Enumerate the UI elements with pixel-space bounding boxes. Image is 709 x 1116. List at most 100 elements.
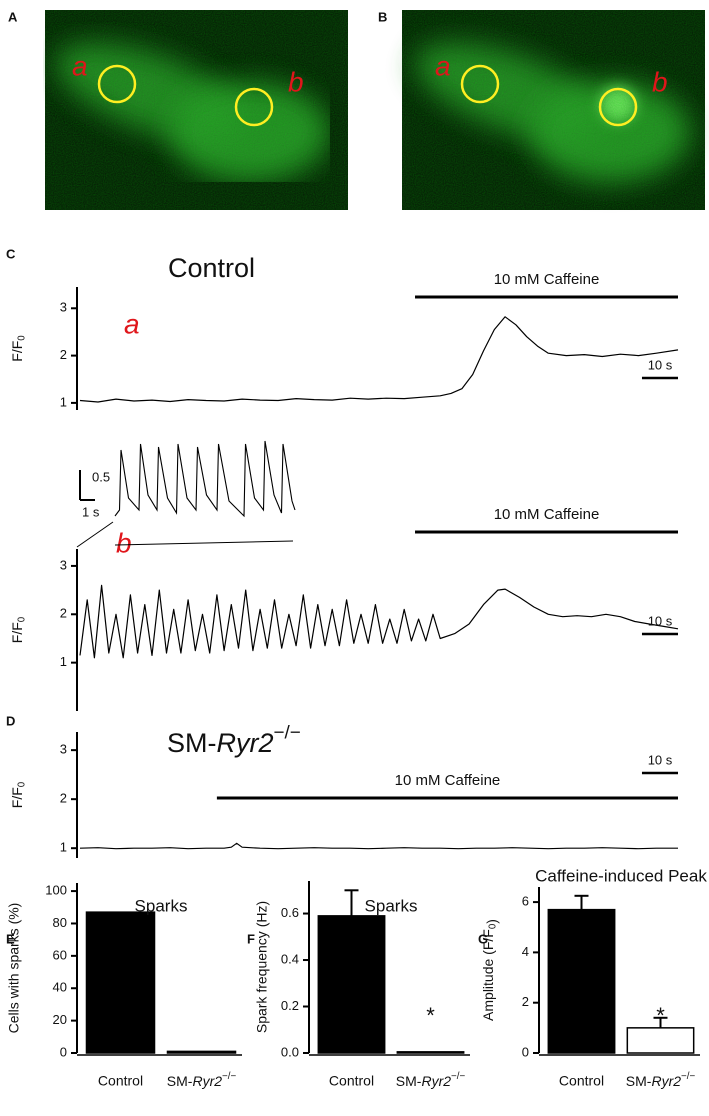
x-tick-label: SM-Ryr2−/− [167, 1071, 237, 1089]
x-tick-label: Control [98, 1073, 143, 1089]
y-tick-label: 4 [522, 944, 529, 959]
roi-label: a [72, 50, 88, 81]
y-tick-label: 3 [60, 557, 67, 572]
time-scale-label: 10 s [648, 613, 673, 628]
text-part: Ryr2 [217, 728, 274, 758]
image-noise [402, 10, 705, 210]
zoom-line [114, 540, 294, 546]
y-tick-label: 0.6 [281, 905, 299, 920]
x-tick-label: Control [329, 1073, 374, 1089]
y-tick-label: 60 [53, 947, 67, 962]
y-tick-label: 0 [522, 1044, 529, 1059]
chart-title: Sparks [365, 896, 418, 915]
panel-label: D [6, 713, 15, 728]
y-tick-label: 0.2 [281, 998, 299, 1013]
text-part: F/F [9, 341, 25, 362]
trace [79, 584, 679, 659]
text-part: 0 [487, 923, 498, 929]
y-tick-label: 40 [53, 980, 67, 995]
panel-label: B [378, 9, 387, 24]
y-tick-label: 6 [522, 894, 529, 909]
text-part: SM- [167, 1073, 193, 1089]
text-part: −/− [274, 723, 301, 744]
text-part: Amplitude (F/F [480, 929, 496, 1021]
bar [317, 915, 386, 1054]
text-part: 0 [16, 616, 27, 622]
text-part: SM- [167, 728, 217, 758]
time-scale-label: 10 s [648, 357, 673, 372]
text-part: Ryr2 [651, 1073, 681, 1089]
text-part: F/F [9, 622, 25, 643]
y-tick-label: 80 [53, 915, 67, 930]
trace-title: SM-Ryr2−/− [167, 723, 301, 758]
micrograph: a b [402, 10, 705, 210]
zoom-line [76, 521, 114, 548]
y-tick-label: 2 [60, 347, 67, 362]
inset-trace [114, 440, 296, 518]
y-axis-label: Cells with sparks (%) [6, 903, 22, 1034]
y-tick-label: 2 [60, 606, 67, 621]
y-tick-label: 2 [60, 791, 67, 806]
roi-label: b [652, 66, 668, 97]
time-scale-label: 10 s [648, 752, 673, 767]
image-noise [45, 10, 348, 210]
y-axis-label: F/F0 [9, 781, 27, 808]
text-part: 0 [16, 781, 27, 787]
caffeine-label: 10 mM Caffeine [494, 271, 600, 288]
roi-circle [97, 64, 137, 104]
panel-label: C [6, 246, 16, 261]
text-part: SM- [626, 1073, 652, 1089]
y-tick-label: 0 [60, 1044, 67, 1059]
panel-label: G [478, 931, 488, 946]
bar [626, 1027, 695, 1054]
text-part: 0 [16, 335, 27, 341]
text-part: −/− [681, 1071, 695, 1082]
inset-y-scale-label: 0.5 [92, 469, 110, 484]
y-axis-label: Amplitude (F/F0) [480, 919, 499, 1021]
y-tick-label: 2 [522, 994, 529, 1009]
micrograph: a b [45, 10, 348, 210]
caffeine-label: 10 mM Caffeine [395, 772, 501, 789]
chart-title: Caffeine-induced Peak [535, 866, 707, 885]
text-part: ) [483, 919, 499, 924]
roi-circle [460, 64, 500, 104]
y-tick-label: 1 [60, 840, 67, 855]
trace-annotation: b [116, 527, 132, 558]
y-tick-label: 1 [60, 394, 67, 409]
roi-label: b [288, 66, 304, 97]
y-tick-label: 3 [60, 300, 67, 315]
inset-x-scale-label: 1 s [82, 504, 100, 519]
text-part: −/− [451, 1071, 465, 1082]
trace [79, 842, 678, 850]
bar [85, 911, 156, 1054]
text-part: Ryr2 [192, 1073, 222, 1089]
panel-label: A [8, 9, 18, 24]
roi-label: a [435, 50, 451, 81]
text-part: F/F [9, 787, 25, 808]
roi-circle [598, 87, 638, 127]
chart-title: Sparks [135, 896, 188, 915]
panel-label: F [247, 931, 255, 946]
x-tick-label: SM-Ryr2−/− [626, 1071, 696, 1089]
panel-label: E [6, 931, 15, 946]
bar [396, 1051, 465, 1054]
trace-title: Control [168, 253, 255, 283]
y-tick-label: 1 [60, 654, 67, 669]
y-axis-label: Spark frequency (Hz) [254, 901, 270, 1033]
y-tick-label: 0.0 [281, 1044, 299, 1059]
significance-mark: * [426, 1003, 435, 1028]
y-tick-label: 100 [45, 883, 67, 898]
bar [547, 908, 616, 1054]
y-axis-label: F/F0 [9, 616, 27, 643]
x-tick-label: Control [559, 1073, 604, 1089]
x-tick-label: SM-Ryr2−/− [396, 1071, 466, 1089]
roi-circle [234, 87, 274, 127]
text-part: Ryr2 [421, 1073, 451, 1089]
trace [79, 316, 679, 403]
y-tick-label: 20 [53, 1012, 67, 1027]
text-part: −/− [222, 1071, 236, 1082]
y-tick-label: 3 [60, 742, 67, 757]
y-axis-label: F/F0 [9, 335, 27, 362]
